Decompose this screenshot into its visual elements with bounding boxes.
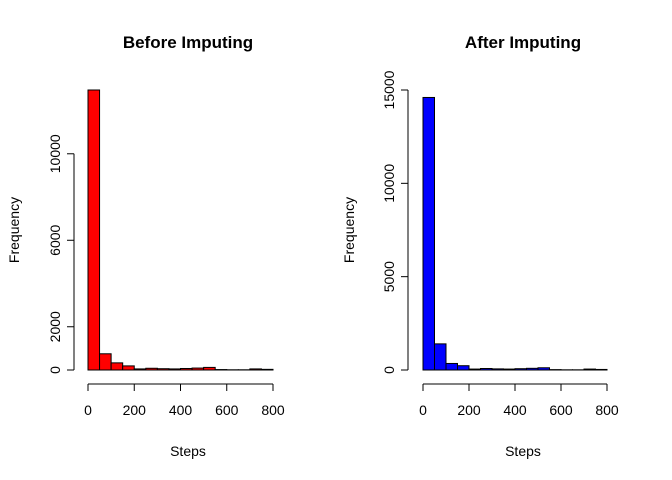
y-tick-label: 2000	[47, 311, 63, 342]
histogram-bar	[445, 362, 458, 371]
x-tick-label: 800	[595, 402, 619, 418]
y-tick-label: 5000	[381, 261, 397, 292]
histogram-bar	[249, 368, 262, 371]
chart-title-after: After Imputing	[465, 33, 581, 52]
histogram-bar	[457, 365, 470, 371]
x-tick-label: 600	[549, 402, 573, 418]
histogram-bar	[422, 96, 435, 371]
histogram-bar	[122, 365, 135, 371]
histogram-bar	[99, 353, 112, 371]
y-tick-label: 10000	[381, 164, 397, 203]
x-tick-label: 400	[503, 402, 527, 418]
histogram-bar	[87, 89, 101, 371]
y-tick-label: 0	[381, 366, 397, 374]
x-axis-label-before: Steps	[170, 443, 206, 459]
before-imputing-panel: Before Imputing Steps Frequency 0 200 400 6…	[6, 33, 285, 459]
x-tick-label: 0	[84, 402, 92, 418]
histogram-bar	[583, 368, 596, 371]
y-axis-before: 0 2000 6000 10000	[47, 134, 75, 374]
x-tick-label: 200	[457, 402, 481, 418]
x-tick-label: 200	[123, 402, 147, 418]
histogram-bar	[491, 368, 504, 371]
histogram-bar	[145, 367, 158, 371]
histogram-bar	[133, 368, 147, 371]
histogram-bar	[191, 367, 205, 371]
chart-title-before: Before Imputing	[123, 33, 253, 52]
histogram-bar	[514, 368, 527, 371]
x-axis-label-after: Steps	[505, 443, 541, 459]
x-axis-before: 0 200 400 600 800	[84, 383, 285, 418]
histogram-bar	[468, 368, 481, 371]
y-tick-label: 15000	[381, 70, 397, 109]
histogram-bar	[180, 367, 193, 371]
y-tick-label: 0	[47, 366, 63, 374]
y-axis-after: 0 5000 10000 15000	[381, 70, 409, 374]
after-imputing-panel: After Imputing Steps Frequency 0 200 400 60…	[341, 33, 619, 459]
x-tick-label: 800	[261, 402, 285, 418]
histogram-bar	[260, 368, 274, 371]
histogram-bar	[537, 367, 550, 371]
histogram-bar	[203, 366, 216, 371]
histogram-bar	[595, 368, 608, 371]
histogram-bar	[480, 368, 493, 371]
y-tick-label: 6000	[47, 224, 63, 255]
histogram-bar	[156, 368, 170, 371]
x-tick-label: 400	[169, 402, 193, 418]
x-tick-label: 0	[419, 402, 427, 418]
histogram-bar	[526, 367, 539, 371]
histogram-bar	[434, 343, 447, 371]
bars-before	[87, 89, 274, 371]
bars-after	[422, 96, 608, 371]
histogram-bar	[110, 362, 124, 371]
y-axis-label-before: Frequency	[6, 197, 22, 263]
y-axis-label-after: Frequency	[341, 197, 357, 263]
x-tick-label: 600	[215, 402, 239, 418]
x-axis-after: 0 200 400 600 800	[419, 383, 619, 418]
histogram-bar	[503, 368, 516, 371]
y-tick-label: 10000	[47, 134, 63, 173]
histogram-bar	[168, 368, 181, 371]
